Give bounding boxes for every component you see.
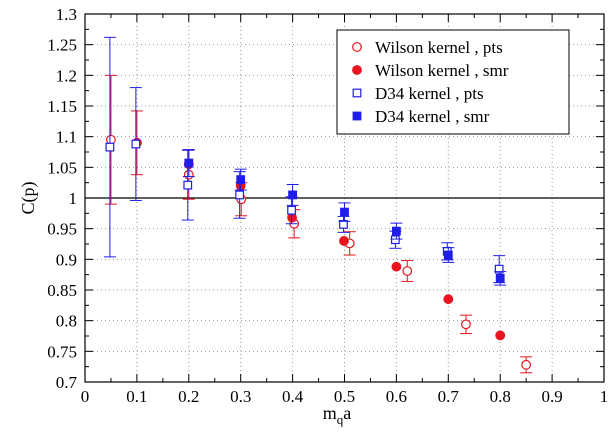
x-axis-label-main: m — [323, 403, 337, 423]
legend-label: Wilson kernel , pts — [375, 38, 503, 57]
legend-swatch — [352, 65, 362, 75]
x-axis-label-subscript: q — [337, 412, 344, 427]
y-tick-label: 0.85 — [47, 281, 77, 300]
data-point — [495, 273, 505, 283]
y-tick-label: 1.2 — [56, 66, 77, 85]
data-point — [495, 330, 506, 341]
x-tick-label: 0.5 — [334, 387, 355, 406]
data-point — [339, 219, 348, 229]
data-point — [494, 264, 504, 274]
y-tick-label: 1.05 — [47, 158, 77, 177]
x-tick-label: 0.3 — [230, 387, 251, 406]
x-tick-label: 0.9 — [541, 387, 562, 406]
y-tick-label: 0.8 — [56, 312, 77, 331]
data-point — [183, 180, 193, 190]
series-3 — [182, 149, 507, 286]
y-tick-label: 1.3 — [56, 5, 77, 24]
legend-entry: Wilson kernel , smr — [352, 61, 509, 80]
x-tick-label: 0.4 — [282, 387, 304, 406]
legend-label: D34 kernel , pts — [375, 84, 484, 103]
y-tick-label: 1.1 — [56, 128, 77, 147]
axis-ticks — [84, 13, 605, 383]
x-tick-label: 0.1 — [126, 387, 147, 406]
data-point — [339, 236, 349, 246]
legend: Wilson kernel , pts Wilson kernel , smr D3… — [336, 29, 570, 135]
y-tick-label: 0.9 — [56, 250, 77, 269]
data-point — [340, 207, 349, 217]
legend-entry: D34 kernel , smr — [352, 107, 490, 126]
legend-entry: Wilson kernel , pts — [352, 38, 503, 57]
x-axis-label-suffix: a — [343, 403, 351, 423]
data-point — [443, 294, 454, 305]
x-tick-label: 1 — [600, 387, 609, 406]
legend-label: Wilson kernel , smr — [375, 61, 509, 80]
data-point — [461, 319, 471, 330]
legend-box — [336, 29, 570, 135]
data-point — [288, 190, 297, 200]
legend-entry: D34 kernel , pts — [352, 84, 484, 103]
data-point — [131, 139, 141, 149]
data-point — [391, 261, 402, 272]
x-axis-label: mqa — [323, 403, 352, 427]
data-point — [287, 205, 296, 215]
data-point — [236, 175, 246, 185]
data-point — [235, 190, 245, 200]
data-point — [390, 235, 400, 245]
y-tick-label: 0.75 — [47, 342, 77, 361]
series-2 — [103, 36, 506, 284]
x-tick-label: 0.2 — [178, 387, 199, 406]
y-tick-label: 0.95 — [47, 220, 77, 239]
data-point — [521, 359, 532, 370]
x-tick-label: 0.6 — [386, 387, 407, 406]
data-point — [105, 142, 115, 152]
data-point — [392, 226, 401, 236]
x-tick-label: 0.8 — [490, 387, 511, 406]
legend-entries: Wilson kernel , pts Wilson kernel , smr D3… — [352, 38, 509, 126]
legend-swatch — [352, 111, 362, 121]
data-point — [443, 250, 453, 260]
data-marks — [103, 36, 533, 374]
y-axis-label: C(p) — [18, 182, 39, 215]
y-tick-label: 0.7 — [56, 373, 78, 392]
axis-labels: 0 0.1 0.2 0.3 0.4 0.5 0.6 0.7 0.8 0.9 1 0.7 0.75 0.8 0… — [47, 5, 608, 406]
y-tick-label: 1 — [69, 189, 78, 208]
data-point — [402, 266, 413, 276]
data-point — [184, 158, 194, 168]
legend-label: D34 kernel , smr — [375, 107, 490, 126]
y-tick-label: 1.25 — [47, 36, 77, 55]
x-tick-label: 0 — [81, 387, 90, 406]
legend-swatch — [352, 42, 362, 52]
x-tick-label: 0.7 — [438, 387, 460, 406]
y-tick-label: 1.15 — [47, 97, 77, 116]
legend-swatch — [352, 88, 362, 98]
